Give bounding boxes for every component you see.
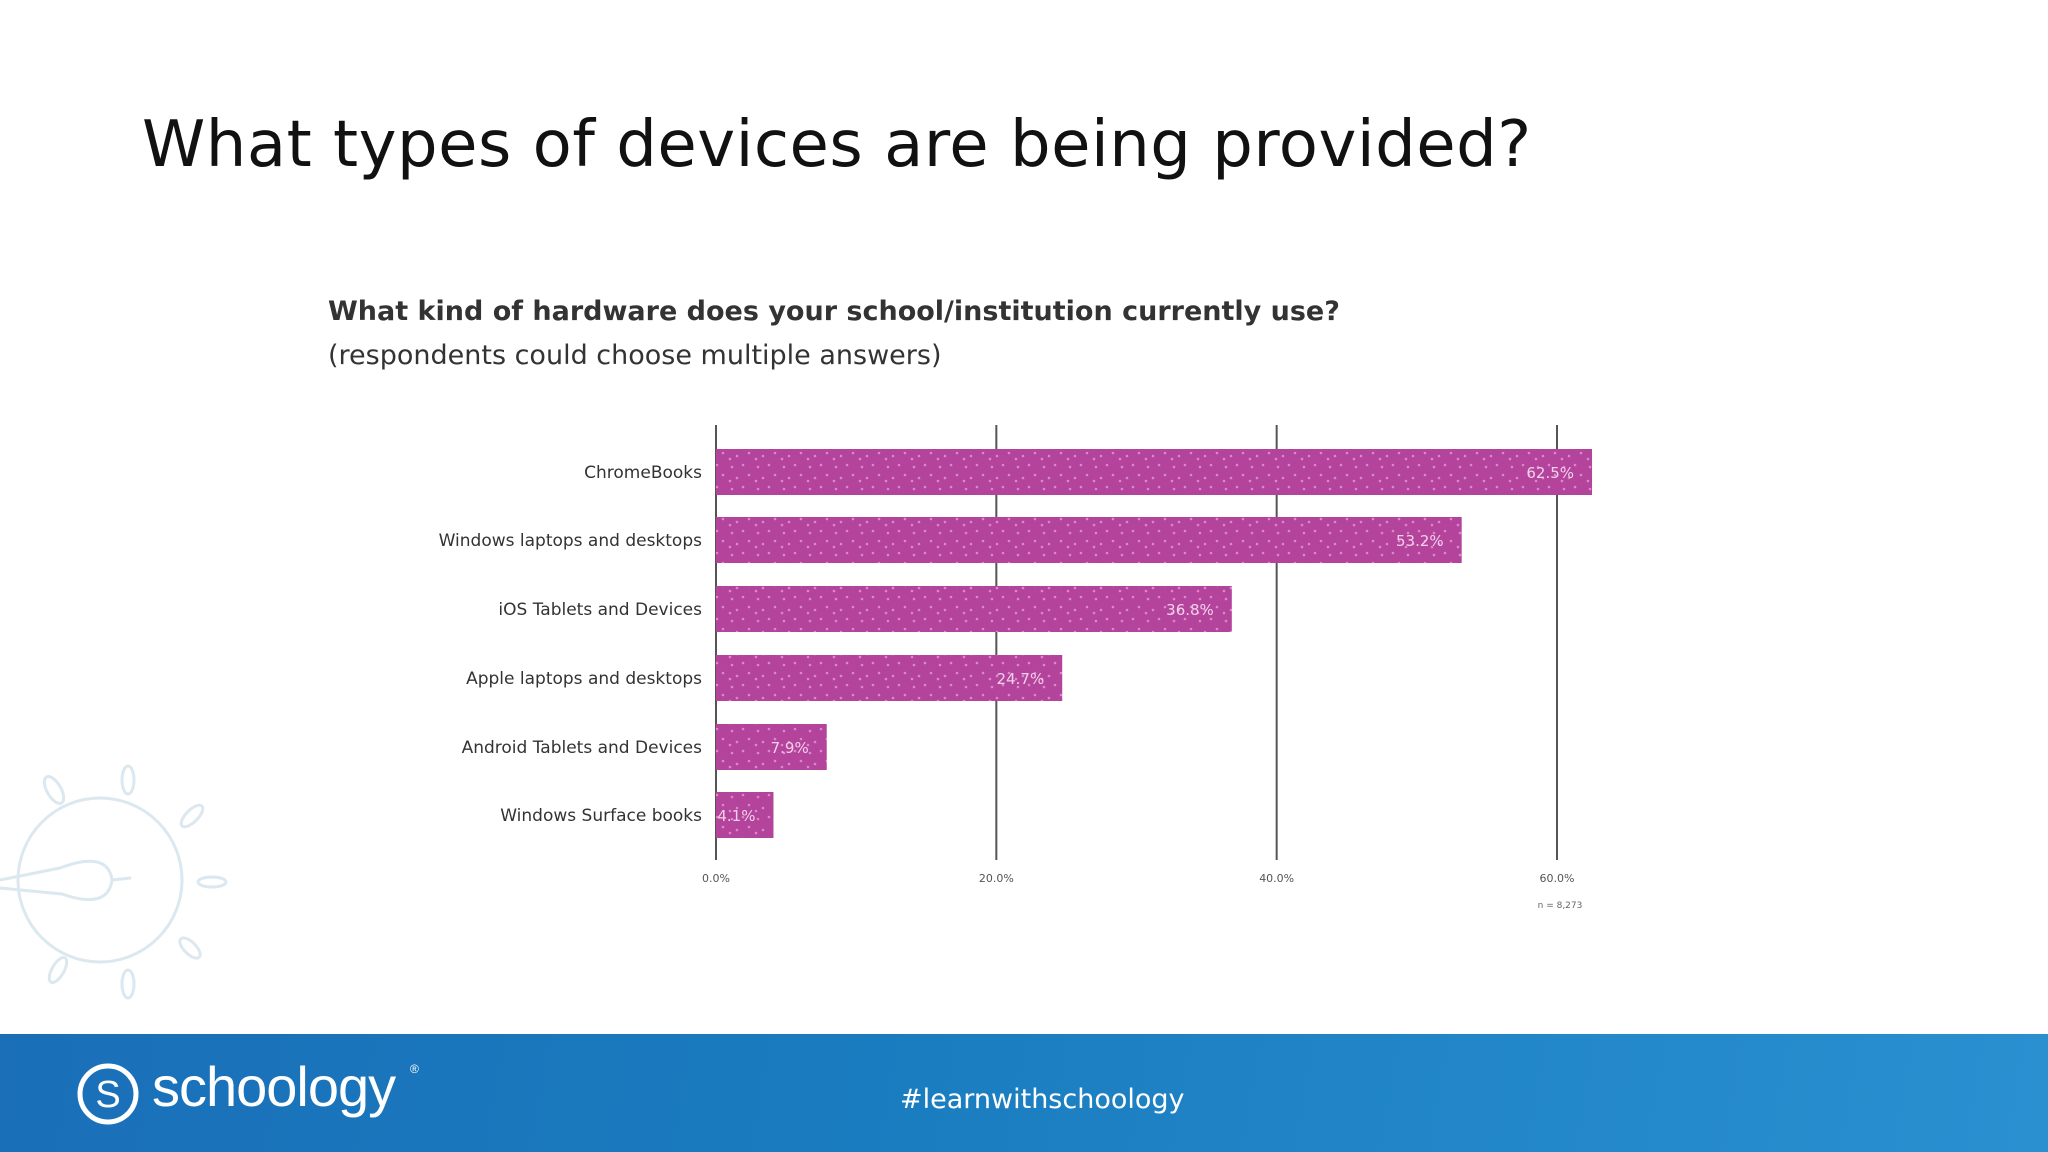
x-tick-label: 0.0% [702, 872, 730, 885]
chart-title: What kind of hardware does your school/i… [328, 296, 1340, 327]
x-tick-label: 40.0% [1259, 872, 1294, 885]
value-label: 24.7% [997, 670, 1045, 688]
hashtag: #learnwithschoology [900, 1084, 1185, 1115]
slide-title: What types of devices are being provided… [142, 108, 1532, 182]
bar [716, 517, 1462, 563]
schoology-logo-icon: S [77, 1063, 139, 1125]
category-label: Windows Surface books [500, 806, 702, 826]
bar [716, 655, 1063, 701]
x-tick-label: 20.0% [979, 872, 1014, 885]
category-label: ChromeBooks [584, 463, 702, 483]
bar-chart: 0.0% 20.0% 40.0% 60.0% ChromeBooks 62.5% Windo… [439, 425, 1593, 911]
brand-logo-text: schoology [152, 1055, 396, 1118]
svg-text:S: S [95, 1074, 120, 1116]
bar [716, 724, 827, 770]
footer-bar: S schoology ® #learnwithschoology [0, 1034, 2048, 1152]
x-tick-label: 60.0% [1540, 872, 1575, 885]
category-label: Windows laptops and desktops [439, 531, 703, 551]
value-label: 62.5% [1526, 464, 1574, 482]
category-label: iOS Tablets and Devices [498, 600, 702, 620]
bar [716, 449, 1593, 495]
value-label: 53.2% [1396, 532, 1444, 550]
chart-subtitle: (respondents could choose multiple answe… [328, 340, 942, 371]
bar [716, 792, 774, 838]
registered-mark: ® [410, 1062, 419, 1076]
sample-size-note: n = 8,273 [1538, 901, 1583, 911]
bar [716, 586, 1232, 632]
category-label: Apple laptops and desktops [466, 669, 702, 689]
lightbulb-icon [0, 764, 228, 1000]
value-label: 7.9% [771, 739, 809, 757]
value-label: 4.1% [717, 807, 755, 825]
value-label: 36.8% [1166, 601, 1214, 619]
category-label: Android Tablets and Devices [462, 738, 703, 758]
